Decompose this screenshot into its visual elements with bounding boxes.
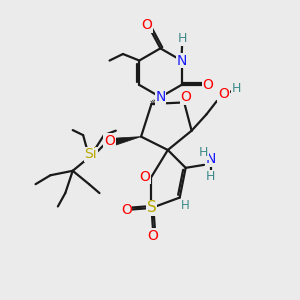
Text: H: H: [232, 82, 241, 95]
Text: Si: Si: [84, 148, 97, 161]
Text: H: H: [181, 200, 190, 212]
Text: H: H: [177, 32, 187, 45]
Text: O: O: [140, 170, 150, 184]
Polygon shape: [114, 136, 141, 145]
Text: O: O: [180, 90, 191, 104]
Text: O: O: [202, 78, 213, 92]
Text: H: H: [206, 170, 215, 183]
Text: N: N: [206, 152, 216, 166]
Text: O: O: [218, 87, 229, 101]
Text: O: O: [148, 229, 158, 243]
Text: O: O: [121, 203, 132, 217]
Text: S: S: [147, 200, 156, 215]
Text: N: N: [176, 53, 187, 68]
Text: H: H: [199, 146, 208, 160]
Text: O: O: [141, 18, 152, 32]
Text: O: O: [104, 134, 115, 148]
Text: N: N: [155, 90, 166, 104]
